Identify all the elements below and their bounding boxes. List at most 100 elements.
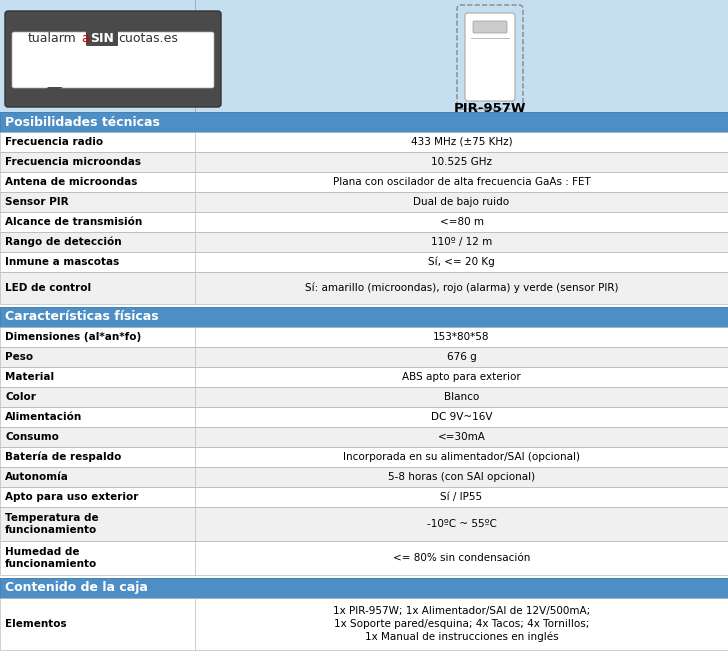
Text: LED de control: LED de control <box>5 283 91 293</box>
Bar <box>0 192 728 212</box>
Text: Color: Color <box>5 392 36 402</box>
Bar <box>0 327 728 347</box>
Bar <box>0 407 728 427</box>
Text: Inmune a mascotas: Inmune a mascotas <box>5 257 119 267</box>
Text: Plana con oscilador de alta frecuencia GaAs : FET: Plana con oscilador de alta frecuencia G… <box>333 177 590 187</box>
Bar <box>0 367 728 387</box>
Text: Antena de microondas: Antena de microondas <box>5 177 138 187</box>
FancyBboxPatch shape <box>465 13 515 101</box>
FancyBboxPatch shape <box>12 32 214 88</box>
Bar <box>0 232 728 252</box>
Text: Blanco: Blanco <box>444 392 479 402</box>
Text: Consumo: Consumo <box>5 432 59 442</box>
Bar <box>0 447 728 467</box>
Bar <box>0 487 728 507</box>
Text: Dimensiones (al*an*fo): Dimensiones (al*an*fo) <box>5 332 141 342</box>
Bar <box>0 252 728 272</box>
FancyBboxPatch shape <box>5 11 221 107</box>
Text: Sí / IP55: Sí / IP55 <box>440 492 483 502</box>
Bar <box>0 507 728 541</box>
Text: cuotas.es: cuotas.es <box>118 31 178 44</box>
Bar <box>0 541 728 575</box>
Text: Temperatura de
funcionamiento: Temperatura de funcionamiento <box>5 513 98 535</box>
Text: 153*80*58: 153*80*58 <box>433 332 490 342</box>
Bar <box>0 0 728 112</box>
Bar <box>0 212 728 232</box>
Text: Humedad de
funcionamiento: Humedad de funcionamiento <box>5 546 98 569</box>
Text: 10.525 GHz: 10.525 GHz <box>431 157 492 167</box>
Text: <=30mA: <=30mA <box>438 432 486 442</box>
Bar <box>0 172 728 192</box>
Text: Incorporada en su alimentador/SAI (opcional): Incorporada en su alimentador/SAI (opcio… <box>343 452 580 462</box>
Bar <box>0 427 728 447</box>
Text: -10ºC ~ 55ºC: -10ºC ~ 55ºC <box>427 519 496 529</box>
Text: Posibilidades técnicas: Posibilidades técnicas <box>5 116 160 129</box>
FancyBboxPatch shape <box>473 21 507 33</box>
Bar <box>0 387 728 407</box>
Bar <box>0 467 728 487</box>
Bar <box>0 541 728 575</box>
Bar <box>0 578 728 598</box>
Text: Elementos: Elementos <box>5 619 67 629</box>
Bar <box>0 192 728 212</box>
Text: ABS apto para exterior: ABS apto para exterior <box>402 372 521 382</box>
Bar <box>0 387 728 407</box>
Text: PIR-957W: PIR-957W <box>454 102 526 115</box>
Polygon shape <box>38 87 63 100</box>
Text: SIN: SIN <box>90 31 114 44</box>
Bar <box>0 307 728 327</box>
Bar <box>0 598 728 650</box>
Text: Frecuencia radio: Frecuencia radio <box>5 137 103 147</box>
Bar <box>0 112 728 132</box>
Bar <box>0 347 728 367</box>
Text: 110º / 12 m: 110º / 12 m <box>431 237 492 247</box>
Bar <box>0 272 728 304</box>
Text: Sí, <= 20 Kg: Sí, <= 20 Kg <box>428 257 495 267</box>
Text: 1x PIR-957W; 1x Alimentador/SAI de 12V/500mA;
1x Soporte pared/esquina; 4x Tacos: 1x PIR-957W; 1x Alimentador/SAI de 12V/5… <box>333 606 590 641</box>
Text: <= 80% sin condensación: <= 80% sin condensación <box>393 553 530 563</box>
Bar <box>0 212 728 232</box>
Bar <box>0 232 728 252</box>
Bar <box>0 487 728 507</box>
Text: Sí: amarillo (microondas), rojo (alarma) y verde (sensor PIR): Sí: amarillo (microondas), rojo (alarma)… <box>305 283 618 293</box>
Text: DC 9V~16V: DC 9V~16V <box>431 412 492 422</box>
Bar <box>0 112 728 132</box>
Text: Batería de respaldo: Batería de respaldo <box>5 452 122 462</box>
Text: Características físicas: Características físicas <box>5 311 159 323</box>
Bar <box>0 152 728 172</box>
Text: Peso: Peso <box>5 352 33 362</box>
Bar <box>0 578 728 598</box>
FancyBboxPatch shape <box>86 30 118 46</box>
Text: 5-8 horas (con SAI opcional): 5-8 horas (con SAI opcional) <box>388 472 535 482</box>
Text: Contenido de la caja: Contenido de la caja <box>5 582 148 594</box>
Bar <box>0 347 728 367</box>
Text: Frecuencia microondas: Frecuencia microondas <box>5 157 141 167</box>
Bar <box>0 152 728 172</box>
Bar <box>0 447 728 467</box>
Bar <box>0 307 728 327</box>
Bar <box>0 367 728 387</box>
Bar <box>0 252 728 272</box>
Bar <box>0 272 728 304</box>
Bar <box>0 172 728 192</box>
Text: Material: Material <box>5 372 54 382</box>
Text: 433 MHz (±75 KHz): 433 MHz (±75 KHz) <box>411 137 513 147</box>
Text: a: a <box>81 31 89 44</box>
Bar <box>0 132 728 152</box>
Text: Sensor PIR: Sensor PIR <box>5 197 68 207</box>
Bar <box>0 598 728 650</box>
Bar <box>0 427 728 447</box>
Text: Rango de detección: Rango de detección <box>5 237 122 247</box>
Bar <box>0 132 728 152</box>
Text: Autonomía: Autonomía <box>5 472 69 482</box>
Bar <box>0 407 728 427</box>
Bar <box>0 327 728 347</box>
Text: Alimentación: Alimentación <box>5 412 82 422</box>
Text: Apto para uso exterior: Apto para uso exterior <box>5 492 138 502</box>
Text: Alcance de transmisión: Alcance de transmisión <box>5 217 142 227</box>
Text: <=80 m: <=80 m <box>440 217 483 227</box>
Text: 676 g: 676 g <box>446 352 476 362</box>
Bar <box>0 467 728 487</box>
Text: tualarm: tualarm <box>28 31 76 44</box>
Bar <box>0 507 728 541</box>
